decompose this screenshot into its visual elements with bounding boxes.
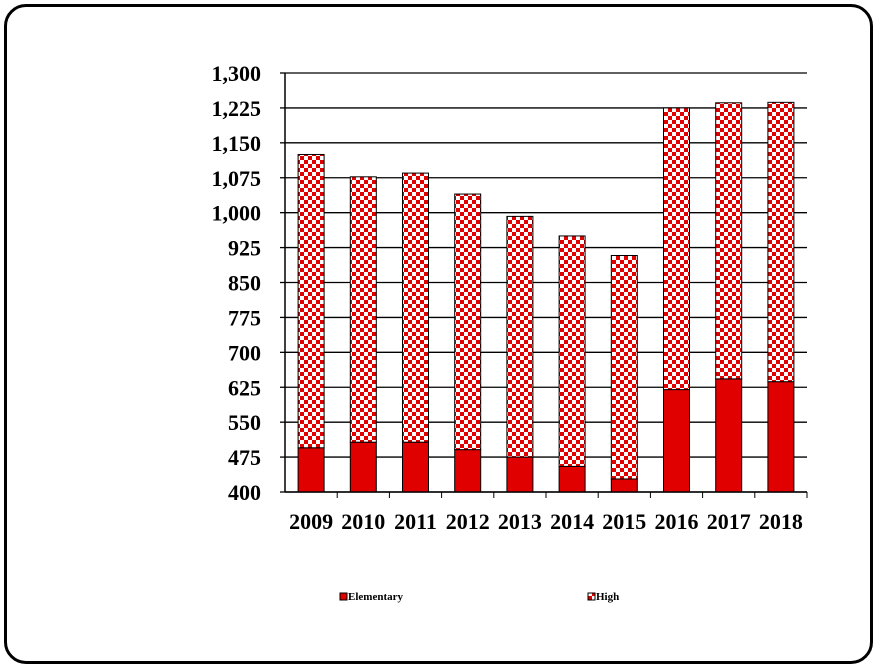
axes: 400 475 550 625 700 775 850 925 1,000 1,075 1,150 1… (212, 61, 808, 534)
bar-high-2009 (297, 153, 325, 449)
legend-label: High (596, 591, 619, 603)
bar-elementary-2010 (349, 441, 377, 493)
y-tick-label: 700 (228, 340, 261, 365)
x-tick-label: 2016 (655, 509, 699, 534)
bar-elementary-2015 (610, 478, 638, 493)
bar-high-2018 (767, 101, 795, 383)
y-tick-label: 1,300 (212, 61, 262, 86)
y-tick-label: 925 (228, 236, 261, 261)
y-tick-label: 625 (228, 375, 261, 400)
bar-high-2011 (402, 172, 429, 443)
bar-elementary-2016 (663, 389, 690, 493)
stacked-bar-chart: 400 475 550 625 700 775 850 925 1,000 1,075 1,150 1… (212, 61, 808, 603)
y-tick-label: 775 (228, 305, 261, 330)
legend: Elementary High (339, 591, 619, 603)
x-tick-label: 2014 (550, 509, 594, 534)
x-tick-label: 2018 (759, 509, 803, 534)
bar-high-2013 (506, 215, 534, 458)
bar-elementary-2009 (297, 447, 325, 493)
bar-high-2010 (349, 176, 377, 443)
x-tick-label: 2013 (498, 509, 542, 534)
legend-label: Elementary (348, 591, 403, 603)
y-tick-label: 1,075 (212, 166, 262, 191)
y-tick-label: 1,000 (212, 201, 262, 226)
y-tick-label: 400 (228, 480, 261, 505)
legend-item-elementary: Elementary (339, 591, 403, 603)
bar-high-2015 (610, 254, 638, 480)
x-tick-label: 2009 (289, 509, 333, 534)
bar-elementary-2018 (767, 381, 795, 493)
y-tick-label: 1,225 (212, 96, 262, 121)
bar-elementary-2011 (402, 441, 429, 493)
bar-high-2017 (715, 102, 743, 380)
bar-high-2016 (663, 107, 690, 391)
bars (297, 101, 795, 493)
bar-elementary-2013 (506, 456, 534, 493)
bar-elementary-2017 (715, 378, 743, 493)
x-tick-label: 2011 (394, 509, 437, 534)
bar-high-2012 (454, 193, 482, 451)
x-tick-label: 2015 (602, 509, 646, 534)
legend-item-high: High (587, 591, 619, 603)
y-tick-label: 475 (228, 445, 261, 470)
x-tick-label: 2012 (446, 509, 490, 534)
legend-swatch (587, 592, 596, 601)
legend-swatch (339, 592, 348, 601)
bar-elementary-2014 (558, 465, 586, 493)
bar-high-2014 (558, 235, 586, 467)
y-tick-label: 550 (228, 410, 261, 435)
y-tick-label: 1,150 (212, 131, 262, 156)
x-tick-label: 2017 (707, 509, 751, 534)
bar-elementary-2012 (454, 449, 482, 493)
x-tick-label: 2010 (341, 509, 385, 534)
y-tick-label: 850 (228, 271, 261, 296)
